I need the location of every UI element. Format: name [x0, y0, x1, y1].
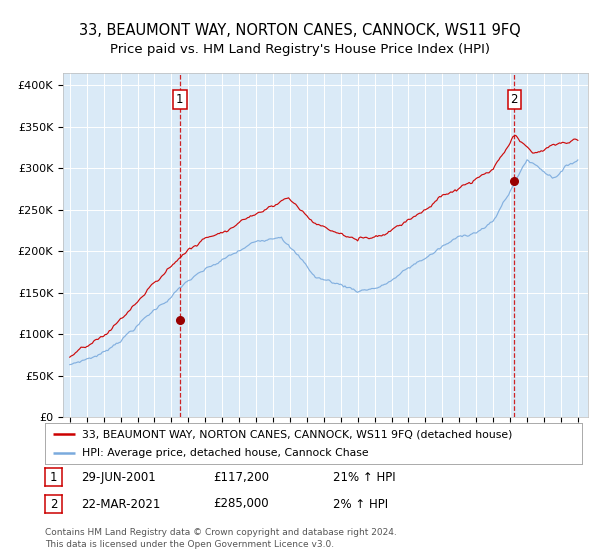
- Text: Contains HM Land Registry data © Crown copyright and database right 2024.
This d: Contains HM Land Registry data © Crown c…: [45, 528, 397, 549]
- Text: 21% ↑ HPI: 21% ↑ HPI: [333, 470, 395, 484]
- Text: £117,200: £117,200: [213, 470, 269, 484]
- Text: 2: 2: [511, 93, 518, 106]
- Text: £285,000: £285,000: [213, 497, 269, 511]
- Text: 2: 2: [50, 497, 57, 511]
- Text: 33, BEAUMONT WAY, NORTON CANES, CANNOCK, WS11 9FQ (detached house): 33, BEAUMONT WAY, NORTON CANES, CANNOCK,…: [82, 430, 512, 439]
- Text: Price paid vs. HM Land Registry's House Price Index (HPI): Price paid vs. HM Land Registry's House …: [110, 43, 490, 56]
- Text: 33, BEAUMONT WAY, NORTON CANES, CANNOCK, WS11 9FQ: 33, BEAUMONT WAY, NORTON CANES, CANNOCK,…: [79, 24, 521, 38]
- Text: HPI: Average price, detached house, Cannock Chase: HPI: Average price, detached house, Cann…: [82, 448, 368, 458]
- Text: 2% ↑ HPI: 2% ↑ HPI: [333, 497, 388, 511]
- Text: 22-MAR-2021: 22-MAR-2021: [81, 497, 160, 511]
- Text: 29-JUN-2001: 29-JUN-2001: [81, 470, 156, 484]
- Text: 1: 1: [50, 470, 57, 484]
- Text: 1: 1: [176, 93, 184, 106]
